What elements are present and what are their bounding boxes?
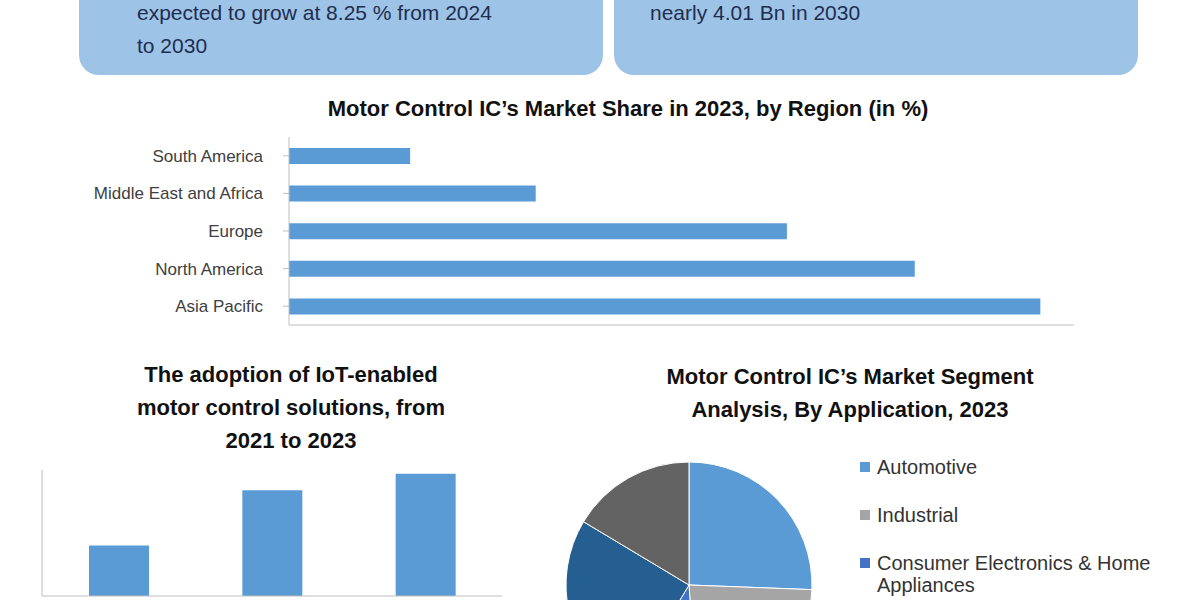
html-text:The adoption of IoT-enabled: The adoption of IoT-enabled (144, 362, 438, 387)
svg-text:Middle East and Africa: Middle East and Africa (94, 184, 264, 203)
html-text:Industrial: Industrial (877, 504, 959, 526)
html-text:Consumer Electronics & Home Ap: Consumer Electronics & Home Appliances (877, 552, 1151, 596)
svg-text:South America: South America (152, 147, 263, 166)
svg-text:North America: North America (155, 260, 263, 279)
svg-text:Europe: Europe (208, 222, 263, 241)
html-text:Motor Control IC’s Market Segm: Motor Control IC’s Market Segment (666, 364, 1034, 389)
html-text:expected to grow at 8.25 % fro: expected to grow at 8.25 % from 2024 (137, 1, 492, 24)
svg-text:Asia Pacific: Asia Pacific (175, 297, 263, 316)
html-text:Motor Control IC’s Market Shar: Motor Control IC’s Market Share in 2023,… (327, 96, 929, 121)
html-text:2021 to 2023: 2021 to 2023 (225, 428, 357, 453)
html-text:to 2030: to 2030 (137, 34, 208, 57)
html-text:Analysis, By Application, 2023: Analysis, By Application, 2023 (691, 397, 1009, 422)
html-text:nearly 4.01 Bn in 2030: nearly 4.01 Bn in 2030 (650, 1, 861, 24)
html-text:Automotive: Automotive (877, 456, 978, 478)
html-text:motor control solutions, from: motor control solutions, from (137, 395, 445, 420)
